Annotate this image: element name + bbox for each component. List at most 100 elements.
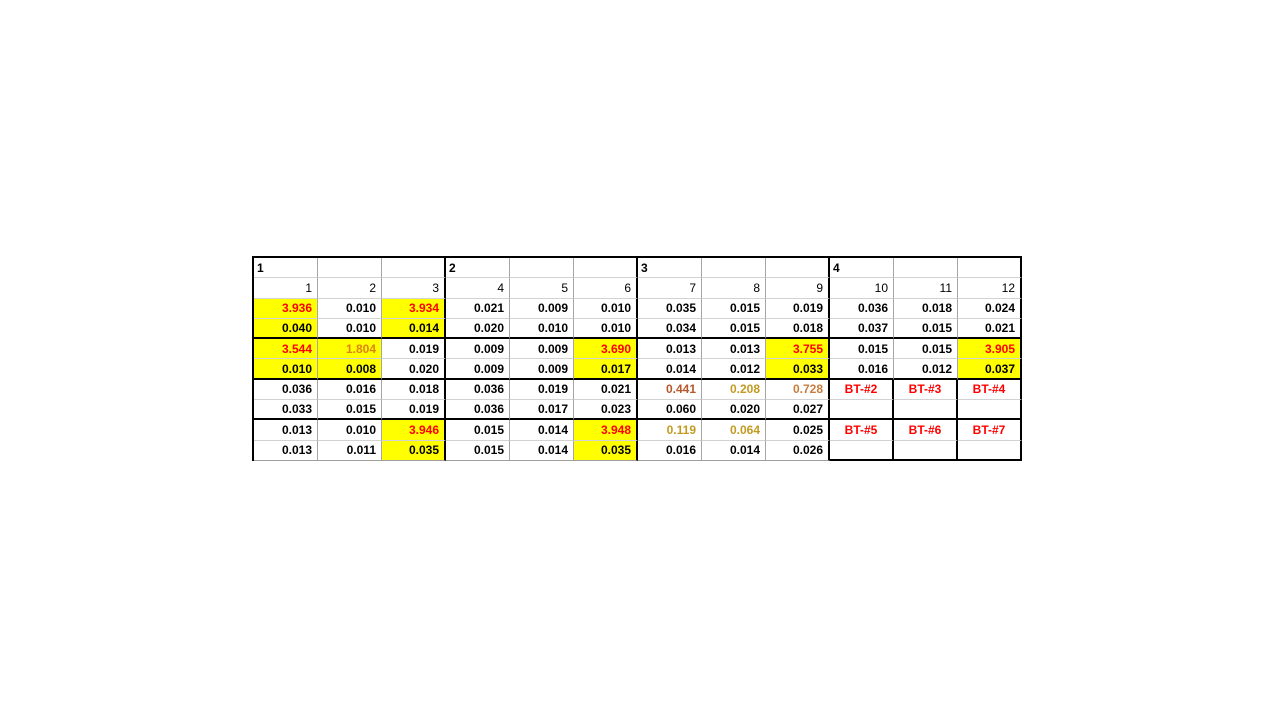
table-cell[interactable]: 0.015 (702, 318, 766, 340)
table-cell[interactable]: 0.024 (958, 298, 1022, 319)
table-cell[interactable]: 0.010 (574, 298, 638, 319)
bt-label-cell[interactable]: BT-#5 (830, 420, 894, 441)
group-header-cell[interactable] (894, 258, 958, 279)
table-cell[interactable]: 0.014 (638, 359, 702, 380)
table-cell[interactable]: 0.033 (254, 400, 318, 421)
table-cell[interactable]: 0.010 (510, 318, 574, 340)
table-cell[interactable] (830, 440, 894, 461)
table-cell[interactable]: 0.023 (574, 400, 638, 421)
table-cell[interactable]: 3.946 (382, 420, 446, 441)
table-cell[interactable] (830, 400, 894, 421)
table-cell[interactable]: 0.014 (382, 318, 446, 340)
table-cell[interactable]: 0.014 (510, 420, 574, 441)
table-cell[interactable]: 0.119 (638, 420, 702, 441)
table-cell[interactable]: 0.013 (254, 420, 318, 441)
table-cell[interactable]: 0.035 (638, 298, 702, 319)
table-cell[interactable]: 0.060 (638, 400, 702, 421)
group-header-cell[interactable] (574, 258, 638, 279)
table-cell[interactable] (958, 440, 1022, 461)
column-index-cell[interactable]: 11 (894, 278, 958, 299)
table-cell[interactable]: 0.015 (702, 298, 766, 319)
table-cell[interactable]: 3.936 (254, 298, 318, 319)
table-cell[interactable]: 0.037 (958, 359, 1022, 380)
table-cell[interactable]: 0.016 (318, 379, 382, 401)
table-cell[interactable]: 0.020 (446, 318, 510, 340)
table-cell[interactable]: 0.036 (446, 379, 510, 401)
table-cell[interactable]: 0.009 (446, 359, 510, 380)
table-cell[interactable]: 0.009 (510, 339, 574, 360)
table-cell[interactable]: 0.040 (254, 318, 318, 340)
table-cell[interactable]: 0.037 (830, 318, 894, 340)
column-index-cell[interactable]: 10 (830, 278, 894, 299)
table-cell[interactable]: 0.035 (382, 440, 446, 461)
column-index-cell[interactable]: 4 (446, 278, 510, 299)
table-cell[interactable]: 3.905 (958, 339, 1022, 360)
table-cell[interactable]: 0.016 (830, 359, 894, 380)
table-cell[interactable]: 0.015 (446, 440, 510, 461)
table-cell[interactable]: 0.012 (894, 359, 958, 380)
table-cell[interactable]: 0.027 (766, 400, 830, 421)
table-cell[interactable]: 0.018 (382, 379, 446, 401)
column-index-cell[interactable]: 6 (574, 278, 638, 299)
table-cell[interactable]: 0.019 (382, 339, 446, 360)
table-cell[interactable]: 0.015 (894, 318, 958, 340)
table-cell[interactable]: 0.008 (318, 359, 382, 380)
table-cell[interactable]: 0.010 (318, 420, 382, 441)
bt-label-cell[interactable]: BT-#2 (830, 379, 894, 401)
table-cell[interactable]: 0.015 (318, 400, 382, 421)
table-cell[interactable]: 0.010 (254, 359, 318, 380)
group-header-cell[interactable] (382, 258, 446, 279)
table-cell[interactable]: 0.036 (254, 379, 318, 401)
column-index-cell[interactable]: 7 (638, 278, 702, 299)
table-cell[interactable]: 0.012 (702, 359, 766, 380)
group-header-cell[interactable] (510, 258, 574, 279)
table-cell[interactable]: 3.934 (382, 298, 446, 319)
table-cell[interactable]: 0.018 (894, 298, 958, 319)
table-cell[interactable]: 0.013 (702, 339, 766, 360)
column-index-cell[interactable]: 3 (382, 278, 446, 299)
table-cell[interactable]: 0.015 (446, 420, 510, 441)
table-cell[interactable]: 3.544 (254, 339, 318, 360)
table-cell[interactable]: 0.036 (830, 298, 894, 319)
table-cell[interactable]: 0.025 (766, 420, 830, 441)
table-cell[interactable]: 0.015 (894, 339, 958, 360)
table-cell[interactable]: 0.020 (702, 400, 766, 421)
table-cell[interactable]: 0.010 (574, 318, 638, 340)
table-cell[interactable]: 0.019 (766, 298, 830, 319)
table-cell[interactable]: 0.018 (766, 318, 830, 340)
table-cell[interactable]: 0.034 (638, 318, 702, 340)
column-index-cell[interactable]: 8 (702, 278, 766, 299)
table-cell[interactable]: 0.019 (382, 400, 446, 421)
table-cell[interactable]: 0.011 (318, 440, 382, 461)
table-cell[interactable]: 0.017 (510, 400, 574, 421)
column-index-cell[interactable]: 2 (318, 278, 382, 299)
group-header-cell[interactable]: 1 (254, 258, 318, 279)
table-cell[interactable]: 0.033 (766, 359, 830, 380)
table-cell[interactable]: 0.064 (702, 420, 766, 441)
column-index-cell[interactable]: 12 (958, 278, 1022, 299)
table-cell[interactable]: 0.010 (318, 298, 382, 319)
bt-label-cell[interactable]: BT-#7 (958, 420, 1022, 441)
table-cell[interactable]: 0.014 (510, 440, 574, 461)
table-cell[interactable]: 0.021 (958, 318, 1022, 340)
column-index-cell[interactable]: 1 (254, 278, 318, 299)
table-cell[interactable]: 3.755 (766, 339, 830, 360)
table-cell[interactable]: 0.016 (638, 440, 702, 461)
table-cell[interactable]: 0.441 (638, 379, 702, 401)
table-cell[interactable]: 0.036 (446, 400, 510, 421)
table-cell[interactable]: 0.020 (382, 359, 446, 380)
table-cell[interactable]: 0.009 (510, 359, 574, 380)
table-cell[interactable]: 0.009 (510, 298, 574, 319)
table-cell[interactable]: 0.015 (830, 339, 894, 360)
table-cell[interactable]: 1.804 (318, 339, 382, 360)
table-cell[interactable] (894, 440, 958, 461)
table-cell[interactable]: 0.021 (446, 298, 510, 319)
group-header-cell[interactable] (318, 258, 382, 279)
column-index-cell[interactable]: 5 (510, 278, 574, 299)
table-cell[interactable]: 0.013 (638, 339, 702, 360)
table-cell[interactable]: 3.948 (574, 420, 638, 441)
group-header-cell[interactable]: 4 (830, 258, 894, 279)
table-cell[interactable] (958, 400, 1022, 421)
table-cell[interactable] (894, 400, 958, 421)
table-cell[interactable]: 0.017 (574, 359, 638, 380)
